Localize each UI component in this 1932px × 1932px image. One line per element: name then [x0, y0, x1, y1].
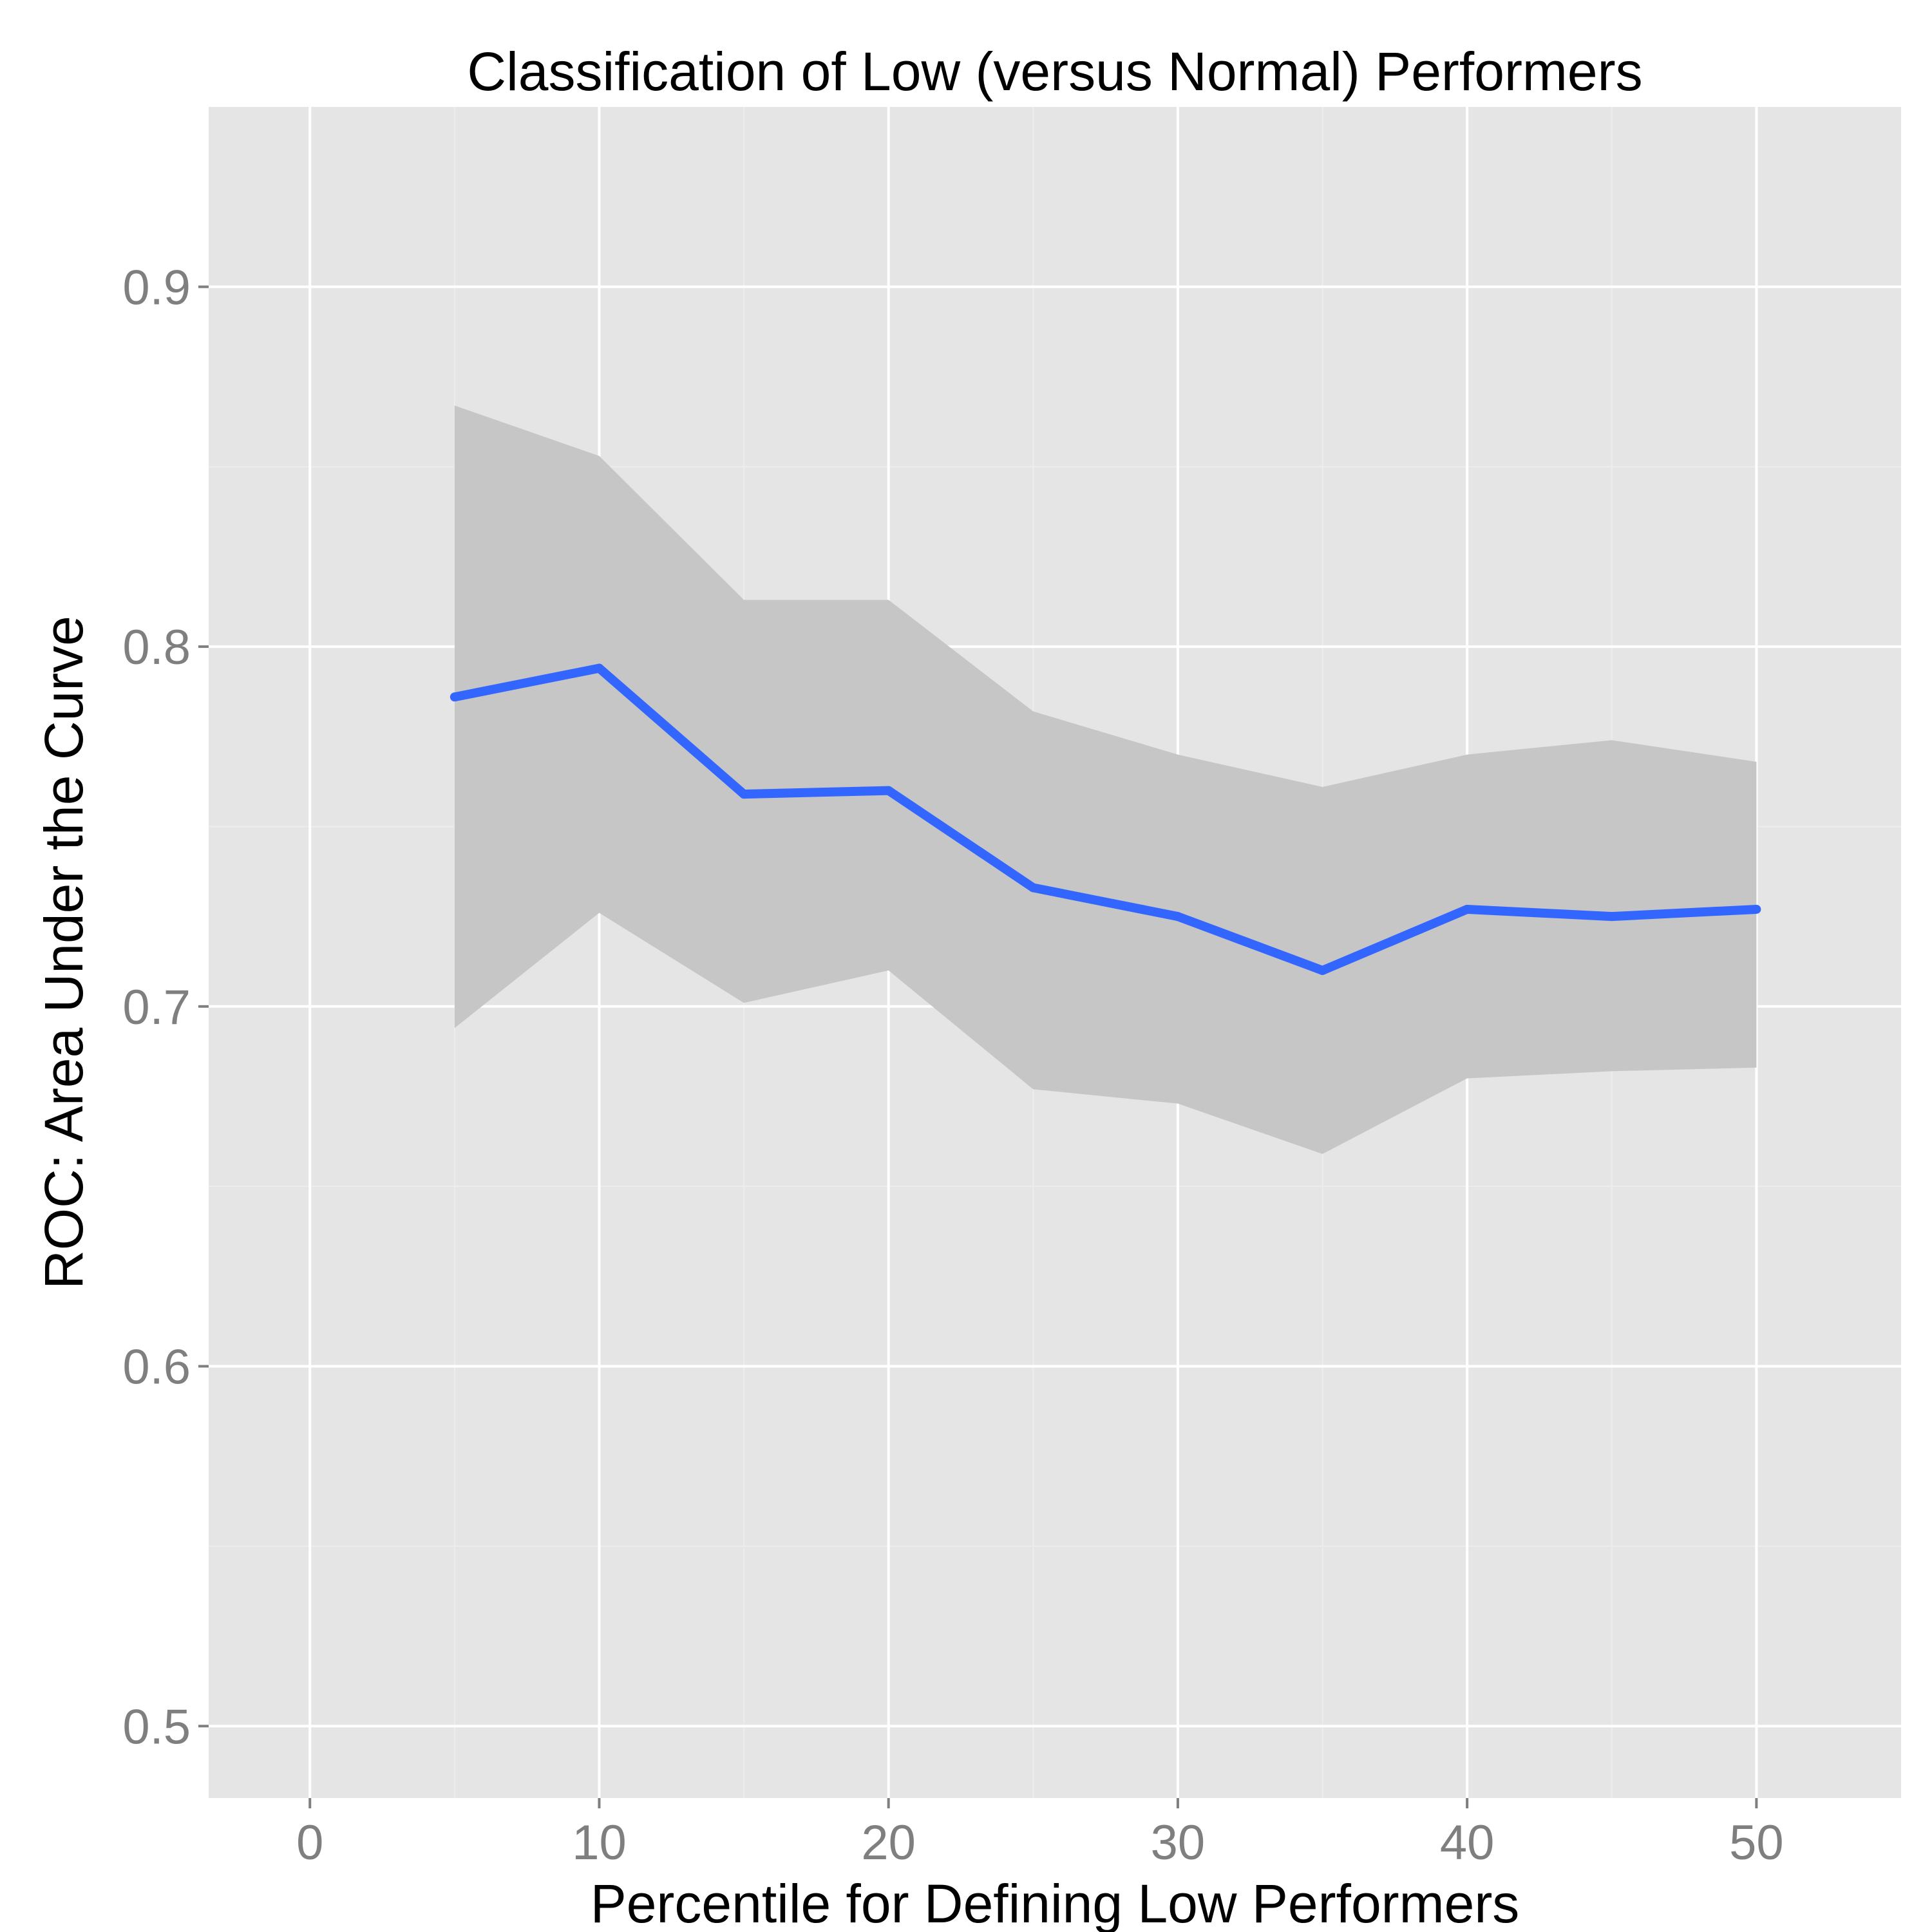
x-tick-label: 0 [296, 1815, 323, 1870]
x-tick-label: 30 [1151, 1815, 1206, 1870]
x-tick-label: 40 [1440, 1815, 1495, 1870]
auc-data-point [1318, 965, 1327, 975]
auc-data-point [739, 790, 749, 799]
chart-title: Classification of Low (versus Normal) Pe… [467, 41, 1642, 102]
y-axis-label: ROC: Area Under the Curve [33, 616, 94, 1289]
auc-data-point [1752, 904, 1761, 914]
y-tick-label: 0.5 [122, 1700, 191, 1754]
x-tick-label: 20 [861, 1815, 916, 1870]
auc-series-line [453, 663, 1757, 975]
auc-data-point [450, 692, 459, 702]
confidence-band [454, 405, 1757, 1154]
auc-data-point [1173, 912, 1182, 922]
x-tick-label: 10 [572, 1815, 627, 1870]
x-axis-ticks: 0 10 20 30 40 50 [296, 1798, 1784, 1870]
y-tick-label: 0.8 [122, 620, 191, 675]
auc-data-point [594, 663, 604, 673]
auc-data-point [884, 786, 893, 795]
x-axis-label: Percentile for Defining Low Performers [591, 1873, 1520, 1932]
auc-data-point [1028, 883, 1038, 893]
auc-data-point [1463, 904, 1472, 914]
x-tick-label: 50 [1729, 1815, 1784, 1870]
y-tick-label: 0.7 [122, 980, 191, 1035]
auc-data-point [1607, 912, 1616, 922]
y-tick-label: 0.9 [122, 260, 191, 315]
series-line-layer [450, 663, 1761, 975]
y-axis-ticks: 0.5 0.6 0.7 0.8 0.9 [122, 260, 209, 1754]
y-tick-label: 0.6 [122, 1340, 191, 1395]
confidence-band-layer [454, 405, 1757, 1154]
